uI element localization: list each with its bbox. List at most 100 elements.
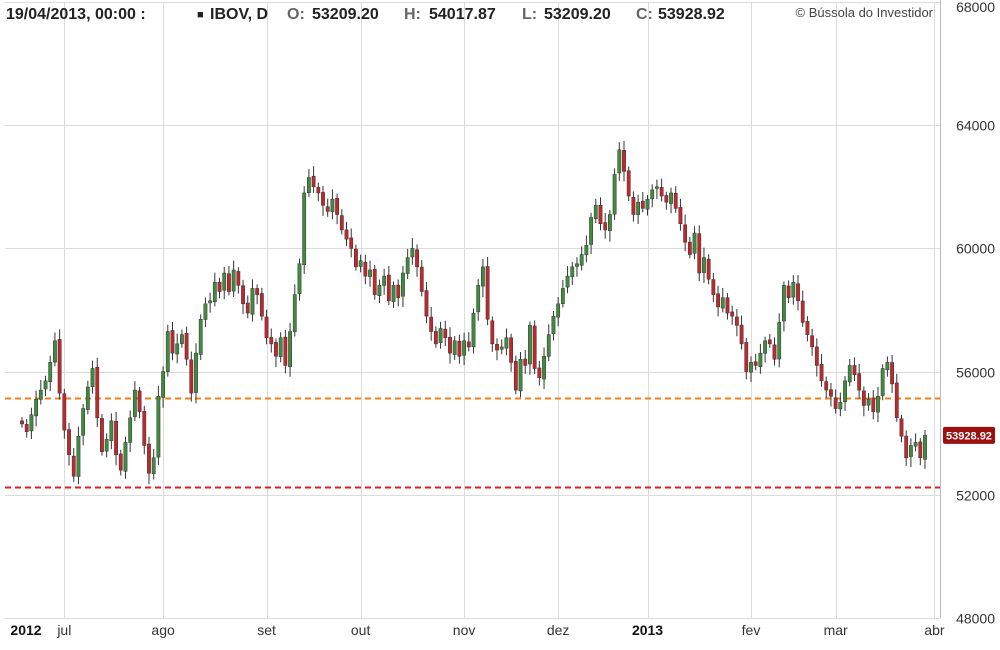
candle-body (734, 316, 739, 326)
candle (772, 337, 777, 366)
candle (509, 333, 514, 372)
candle (142, 405, 147, 455)
candle-body (292, 294, 297, 332)
candle (725, 293, 730, 320)
candle (255, 284, 260, 305)
candle (697, 225, 702, 282)
candle-body (372, 268, 377, 295)
candle (640, 192, 645, 213)
candle-body (269, 337, 274, 345)
candle-body (368, 269, 372, 277)
candle-body (551, 315, 556, 334)
candle-body (542, 355, 546, 380)
candle (518, 351, 523, 398)
candle (645, 195, 650, 216)
candle (132, 381, 137, 422)
candle-body (697, 233, 702, 274)
candle-body (410, 248, 415, 258)
candle-body (137, 390, 142, 412)
candle-body (405, 257, 410, 274)
candle-body (908, 445, 913, 457)
candle-body (876, 395, 880, 413)
candle-body (180, 334, 184, 344)
header-symbol: IBOV, D (210, 6, 268, 23)
y-tick-label: 68000 (956, 0, 995, 15)
candle-body (236, 271, 241, 286)
candle (499, 339, 504, 355)
candle-body (170, 330, 175, 354)
candle-body (194, 352, 198, 393)
candle (763, 336, 767, 363)
candle (165, 324, 170, 377)
candle (104, 433, 109, 458)
candle-body (739, 324, 744, 345)
x-tick-label: fev (742, 622, 761, 638)
candle (386, 265, 391, 306)
candle-body (570, 266, 575, 278)
x-tick-label: 2013 (632, 622, 663, 638)
candle-body (687, 241, 692, 255)
candle-body (706, 258, 711, 280)
candle (734, 309, 739, 337)
candle (339, 209, 344, 235)
candle-body (579, 254, 584, 266)
candle (241, 279, 245, 315)
candle-body (123, 442, 128, 472)
candle (631, 191, 636, 222)
candle (274, 338, 278, 368)
candle-body (758, 352, 763, 367)
candle-body (382, 275, 387, 286)
candle-body (777, 322, 782, 360)
candle-body (132, 389, 137, 417)
header-open-value: 53209.20 (312, 6, 379, 23)
candle-body (645, 198, 650, 210)
candle (128, 410, 133, 453)
candle-body (424, 290, 429, 317)
candle-body (429, 316, 434, 332)
candle (495, 338, 499, 361)
candle (871, 390, 876, 420)
candle (410, 237, 415, 265)
candle-body (85, 386, 90, 410)
candle-body (730, 311, 735, 317)
candle (438, 321, 443, 349)
candle (876, 386, 880, 423)
candle (918, 438, 923, 466)
candle-body (904, 435, 909, 459)
candle-body (81, 408, 86, 436)
candle (377, 279, 382, 304)
candle (227, 265, 231, 296)
candle (316, 182, 321, 202)
candle-body (575, 263, 579, 267)
candle (880, 364, 885, 401)
candle (730, 305, 735, 325)
candle-body (452, 340, 457, 355)
candle-body (142, 411, 147, 446)
candle-body (556, 303, 561, 318)
last-price-badge (943, 426, 995, 444)
candle (114, 411, 118, 466)
candle (528, 321, 532, 375)
candle (194, 343, 198, 404)
candle-body (325, 206, 330, 212)
candle-body (490, 320, 495, 345)
candle (603, 212, 608, 239)
candle-body (800, 300, 805, 323)
candle (749, 356, 753, 383)
candle-body (659, 187, 664, 197)
candle (217, 277, 222, 299)
candle (71, 447, 76, 482)
candle (151, 449, 156, 480)
candle-body (165, 331, 170, 372)
candle-body (838, 402, 843, 410)
candle-body (499, 346, 504, 350)
header-open-label: O: (287, 6, 305, 23)
candle-body (702, 257, 706, 273)
candle-body (396, 284, 401, 298)
candle (829, 382, 833, 407)
candle (636, 194, 641, 224)
candle-body (321, 192, 325, 206)
reference-lines (5, 397, 940, 489)
candle-body (67, 429, 71, 456)
candle (259, 287, 264, 321)
